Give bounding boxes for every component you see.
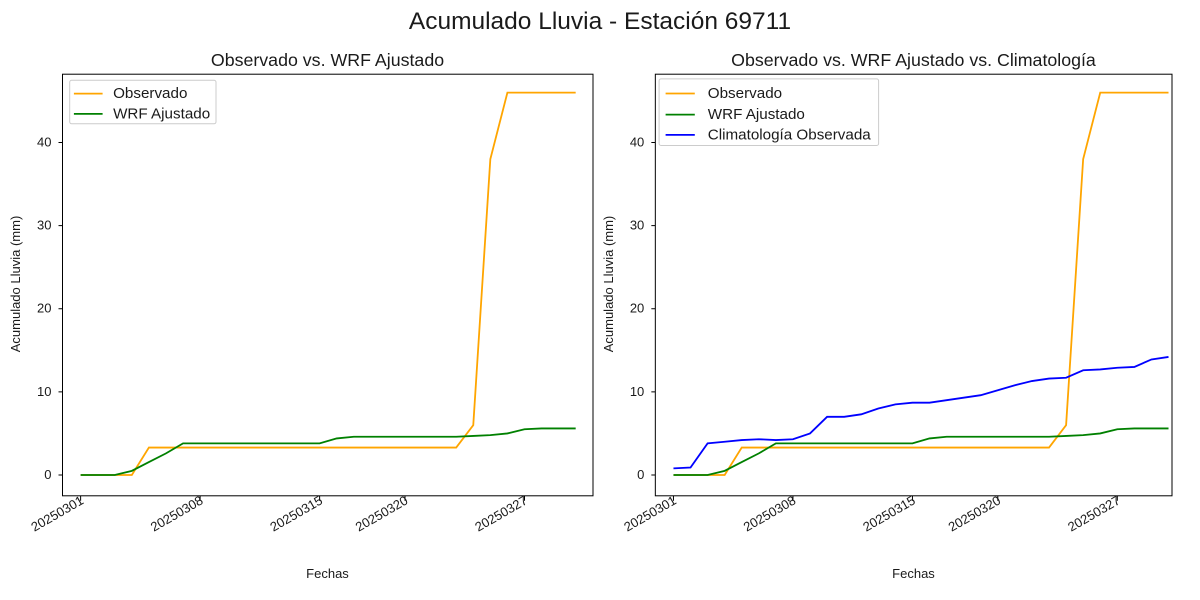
svg-text:Acumulado Lluvia (mm): Acumulado Lluvia (mm): [601, 216, 616, 353]
svg-text:0: 0: [44, 467, 51, 482]
svg-text:20: 20: [37, 301, 51, 316]
svg-text:40: 40: [37, 135, 51, 150]
svg-text:Observado: Observado: [113, 85, 187, 102]
svg-text:Observado: Observado: [708, 85, 782, 102]
svg-text:Climatología Observada: Climatología Observada: [708, 126, 871, 143]
svg-text:0: 0: [637, 467, 644, 482]
svg-text:30: 30: [630, 218, 644, 233]
svg-text:10: 10: [37, 384, 51, 399]
svg-text:Observado vs. WRF Ajustado: Observado vs. WRF Ajustado: [211, 50, 444, 70]
svg-text:Observado vs. WRF Ajustado vs.: Observado vs. WRF Ajustado vs. Climatolo…: [731, 50, 1096, 70]
svg-text:30: 30: [37, 218, 51, 233]
svg-text:20: 20: [630, 301, 644, 316]
svg-text:Fechas: Fechas: [892, 566, 935, 581]
svg-text:Acumulado Lluvia (mm): Acumulado Lluvia (mm): [8, 216, 23, 353]
svg-text:Fechas: Fechas: [306, 566, 349, 581]
svg-text:WRF Ajustado: WRF Ajustado: [113, 105, 210, 122]
svg-text:WRF Ajustado: WRF Ajustado: [708, 106, 805, 123]
svg-text:40: 40: [630, 135, 644, 150]
svg-text:10: 10: [630, 384, 644, 399]
svg-text:Acumulado Lluvia - Estación 69: Acumulado Lluvia - Estación 69711: [409, 8, 791, 35]
